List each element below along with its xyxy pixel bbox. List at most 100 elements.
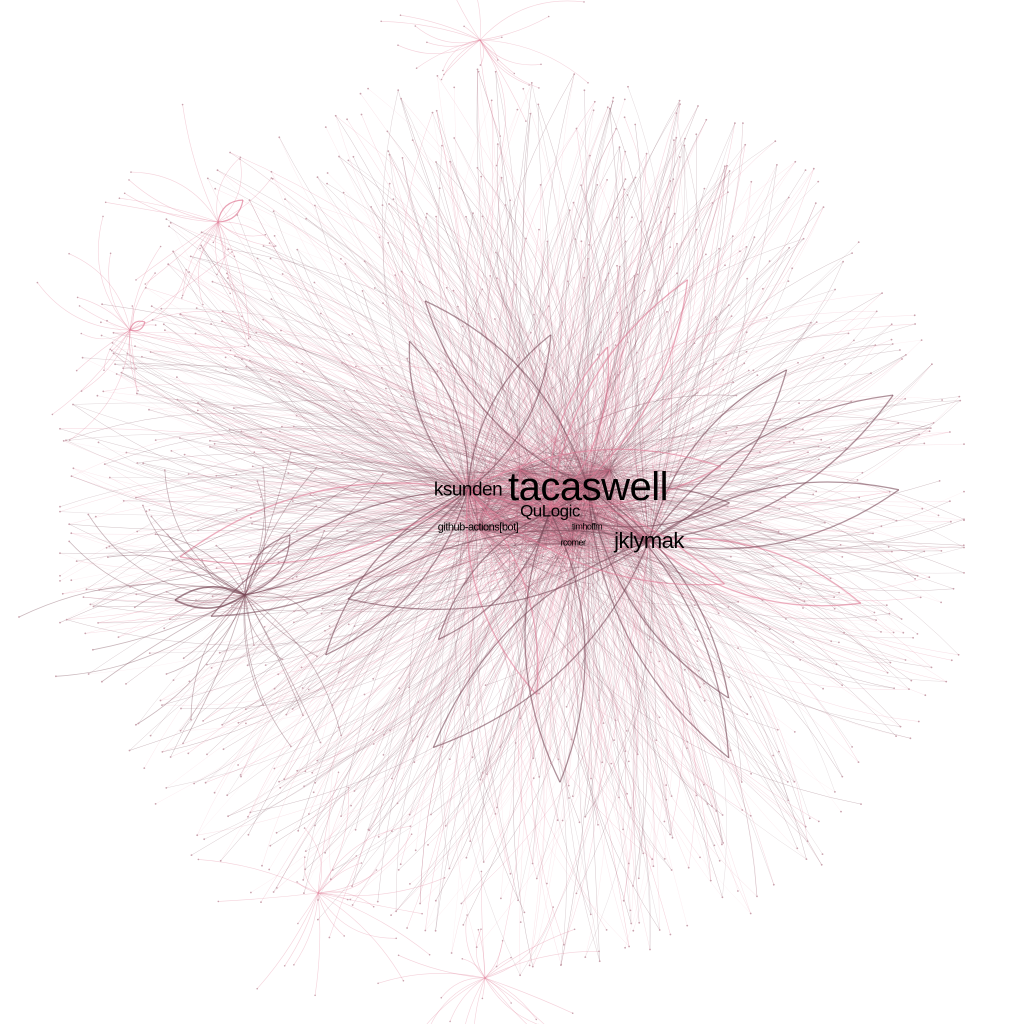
edge [549, 247, 790, 512]
edge [180, 526, 588, 710]
edge [329, 486, 589, 938]
edge [568, 542, 672, 871]
graph-node [143, 767, 146, 769]
edge [95, 441, 589, 517]
edge [205, 510, 551, 783]
edge [426, 501, 650, 542]
node-label-tacaswell[interactable]: tacaswell [507, 465, 669, 509]
edge [467, 339, 922, 491]
graph-node [215, 567, 218, 569]
graph-node [768, 628, 771, 631]
edge [547, 486, 589, 501]
edge-layer [18, 0, 965, 1024]
graph-node [349, 898, 352, 901]
edge [470, 526, 588, 842]
edge [519, 343, 695, 471]
edge [519, 432, 601, 471]
graph-node [76, 296, 79, 299]
edge [515, 469, 611, 522]
graph-node [441, 144, 443, 147]
edge [437, 75, 589, 488]
edge [648, 540, 959, 656]
edge [354, 489, 469, 792]
graph-node [519, 921, 522, 923]
edge [549, 510, 594, 518]
edge [418, 510, 551, 703]
edge [467, 482, 623, 517]
edge [201, 399, 479, 529]
edge [341, 362, 589, 488]
graph-node [721, 896, 724, 899]
graph-node [135, 279, 137, 281]
edge [586, 526, 642, 568]
edge [550, 486, 589, 764]
edge [162, 527, 479, 753]
graph-node [154, 272, 156, 274]
graph-node [803, 600, 806, 603]
edge [116, 373, 479, 529]
graph-node [552, 906, 554, 908]
edge [180, 314, 521, 471]
edge [368, 489, 470, 830]
edge [297, 892, 319, 924]
edge [341, 362, 469, 491]
edge [249, 360, 589, 488]
node-label-qulogic[interactable]: QuLogic [520, 501, 580, 521]
edge [217, 170, 469, 491]
graph-node [717, 612, 720, 615]
graph-node [821, 853, 824, 855]
edge [586, 236, 734, 528]
edge [482, 526, 588, 774]
graph-node [623, 98, 626, 101]
graph-node [410, 550, 413, 552]
edge [201, 559, 246, 596]
edge [606, 469, 619, 565]
graph-node [387, 241, 390, 244]
graph-node [861, 471, 864, 474]
edge [587, 312, 624, 488]
edge [391, 510, 551, 779]
node-label-rcomer[interactable]: rcomer [560, 537, 586, 548]
edge [477, 433, 727, 529]
graph-node [587, 82, 589, 84]
edge [388, 150, 479, 529]
edge [579, 469, 611, 501]
edge [347, 527, 479, 537]
edge [648, 248, 720, 542]
petal-edge [244, 534, 291, 596]
edge [477, 181, 752, 529]
edge [129, 329, 137, 369]
graph-node [248, 556, 251, 558]
edge [477, 525, 579, 557]
edge [519, 469, 537, 505]
edge [417, 514, 588, 528]
edge [497, 486, 574, 544]
edge [129, 272, 156, 331]
edge [477, 176, 551, 512]
graph-node [952, 587, 955, 590]
edge [477, 229, 697, 529]
node-label-jklymak[interactable]: jklymak [614, 528, 684, 553]
graph-node [70, 475, 73, 478]
edge [519, 344, 616, 471]
edge [549, 510, 701, 688]
edge [467, 489, 699, 672]
node-label-github-actions[interactable]: github-actions[bot] [437, 521, 519, 534]
edge [86, 527, 479, 596]
graph-node [273, 687, 276, 690]
petal-edge [467, 489, 725, 586]
edge [587, 486, 717, 812]
graph-node [560, 963, 563, 966]
graph-node [268, 868, 271, 871]
edge [477, 527, 756, 632]
edge [587, 486, 705, 785]
node-label-timhoffm[interactable]: timhoffm [571, 521, 603, 532]
graph-node [418, 280, 421, 283]
edge [477, 466, 528, 529]
edge [477, 523, 586, 541]
node-label-ksunden[interactable]: ksunden [433, 479, 503, 501]
edge [468, 469, 525, 913]
graph-node [342, 191, 345, 194]
graph-node [278, 430, 281, 433]
edge [273, 489, 469, 893]
